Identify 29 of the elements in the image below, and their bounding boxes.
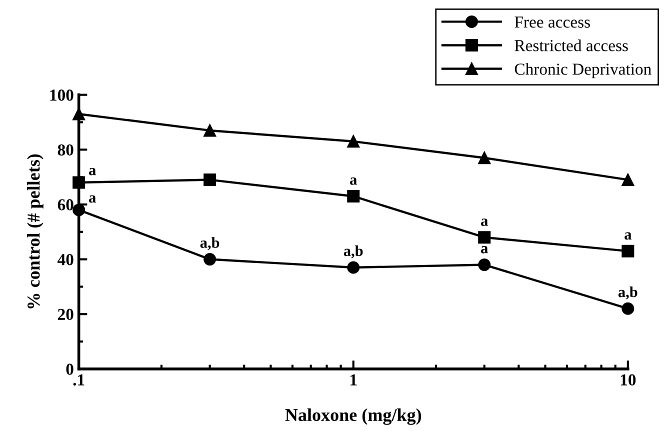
legend-label: Free access	[514, 16, 590, 28]
y-axis-title: % control (# pellets)	[27, 154, 44, 308]
point	[622, 244, 634, 258]
annotation: a	[481, 246, 488, 254]
annotation: a	[481, 218, 488, 226]
point	[347, 190, 360, 202]
y-tick-label: 80	[58, 144, 74, 156]
y-tick-label: 20	[58, 308, 74, 320]
annotation: a	[89, 195, 96, 203]
x-axis-title: Naloxone (mg/kg)	[285, 408, 422, 425]
annotation: a	[624, 232, 632, 240]
annotation: a,b	[344, 245, 363, 258]
x-tick-label: .1	[73, 374, 84, 386]
annotation: a,b	[200, 237, 220, 250]
point	[622, 302, 634, 315]
point	[347, 135, 360, 148]
y-tick-label: 60	[58, 199, 74, 210]
legend-label: Restricted access	[514, 40, 628, 52]
legend-label: Chronic Deprivation	[514, 63, 652, 78]
x-tick-label: 10	[620, 374, 636, 386]
x-tick-label: 1	[350, 374, 357, 386]
annotation: a	[89, 168, 96, 176]
annotation: a	[350, 177, 357, 185]
point	[347, 261, 360, 274]
y-tick-label: 0	[66, 364, 74, 375]
y-tick-label: 100	[50, 90, 74, 101]
annotation: a,b	[618, 286, 638, 300]
y-tick-label: 40	[58, 254, 74, 266]
point	[622, 174, 634, 186]
